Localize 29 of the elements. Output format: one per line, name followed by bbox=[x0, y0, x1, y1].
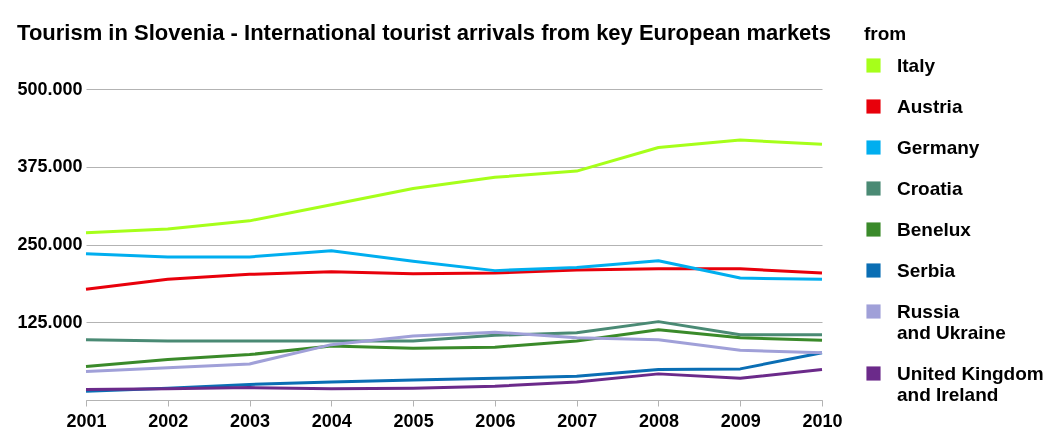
line-series bbox=[84, 368, 824, 391]
x-tick-label: 2007 bbox=[557, 410, 598, 431]
legend-title: from bbox=[864, 23, 907, 44]
x-tick-label: 2001 bbox=[66, 410, 107, 431]
x-tick-label: 2004 bbox=[311, 410, 352, 431]
x-tick-label: 2003 bbox=[230, 410, 271, 431]
legend-label: Serbia bbox=[897, 259, 956, 281]
legend-label: United Kingdom and Ireland bbox=[897, 362, 1044, 405]
line-series bbox=[84, 267, 824, 291]
line-series bbox=[84, 320, 824, 343]
chart-title: Tourism in Slovenia - International tourist arrivals from key European markets bbox=[17, 20, 831, 45]
x-tick-label: 2002 bbox=[148, 410, 189, 431]
legend-label: Austria bbox=[897, 95, 963, 117]
line-series bbox=[84, 138, 824, 235]
legend-label: Croatia bbox=[897, 177, 963, 199]
line-series bbox=[84, 249, 824, 281]
x-tick-label: 2006 bbox=[475, 410, 516, 431]
y-tick-label: 375.000 bbox=[17, 156, 83, 177]
legend-label: Russia and Ukraine bbox=[897, 300, 1006, 343]
y-tick-label: 125.000 bbox=[17, 311, 83, 332]
y-tick-label: 500.000 bbox=[17, 78, 83, 99]
x-tick-label: 2008 bbox=[638, 410, 679, 431]
legend-label: Italy bbox=[897, 54, 936, 76]
legend-label: Benelux bbox=[897, 218, 972, 240]
x-tick-label: 2009 bbox=[720, 410, 761, 431]
y-tick-label: 250.000 bbox=[17, 234, 83, 254]
x-tick-label: 2010 bbox=[802, 410, 843, 431]
legend-label: Germany bbox=[897, 136, 980, 158]
x-tick-label: 2005 bbox=[393, 410, 434, 431]
